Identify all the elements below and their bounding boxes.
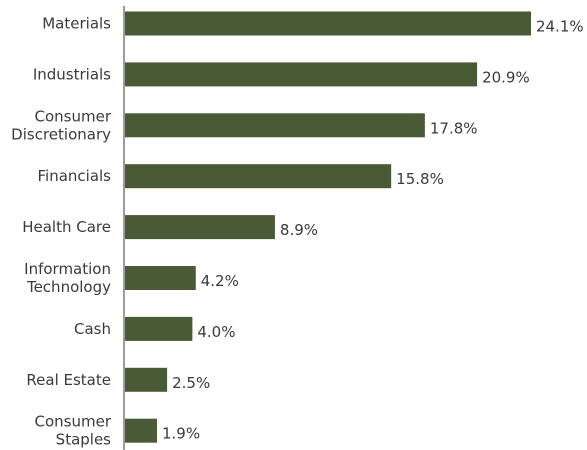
value-label-8: 1.9% bbox=[162, 425, 200, 443]
value-label-2: 17.8% bbox=[430, 119, 478, 137]
bar-5 bbox=[125, 266, 196, 290]
bars-layer bbox=[125, 11, 531, 443]
category-label-3: Financials bbox=[38, 167, 112, 185]
bar-6 bbox=[125, 316, 193, 341]
category-label-0: Materials bbox=[42, 15, 111, 33]
value-label-5: 4.2% bbox=[201, 272, 239, 290]
bar-7 bbox=[125, 367, 168, 392]
category-label-6: Cash bbox=[74, 320, 111, 338]
category-label-8: Consumer Staples bbox=[35, 413, 112, 449]
value-label-0: 24.1% bbox=[536, 18, 584, 36]
value-label-1: 20.9% bbox=[482, 68, 530, 86]
category-label-4: Health Care bbox=[22, 218, 111, 236]
category-label-7: Real Estate bbox=[26, 371, 111, 389]
labels-layer: Materials 24.1% Industrials 20.9% Consumer Di… bbox=[11, 15, 583, 449]
category-label-5: Information Technology bbox=[24, 260, 111, 296]
bar-4 bbox=[125, 215, 275, 240]
bar-1 bbox=[125, 62, 478, 87]
value-label-6: 4.0% bbox=[197, 323, 235, 341]
value-label-3: 15.8% bbox=[396, 170, 444, 188]
category-label-1: Industrials bbox=[33, 65, 111, 83]
bar-8 bbox=[125, 418, 158, 443]
value-label-7: 2.5% bbox=[172, 374, 210, 392]
bar-0 bbox=[125, 11, 531, 36]
bar-3 bbox=[125, 164, 392, 189]
category-label-2: Consumer Discretionary bbox=[11, 107, 112, 143]
value-label-4: 8.9% bbox=[280, 221, 318, 239]
bar-2 bbox=[125, 113, 425, 138]
